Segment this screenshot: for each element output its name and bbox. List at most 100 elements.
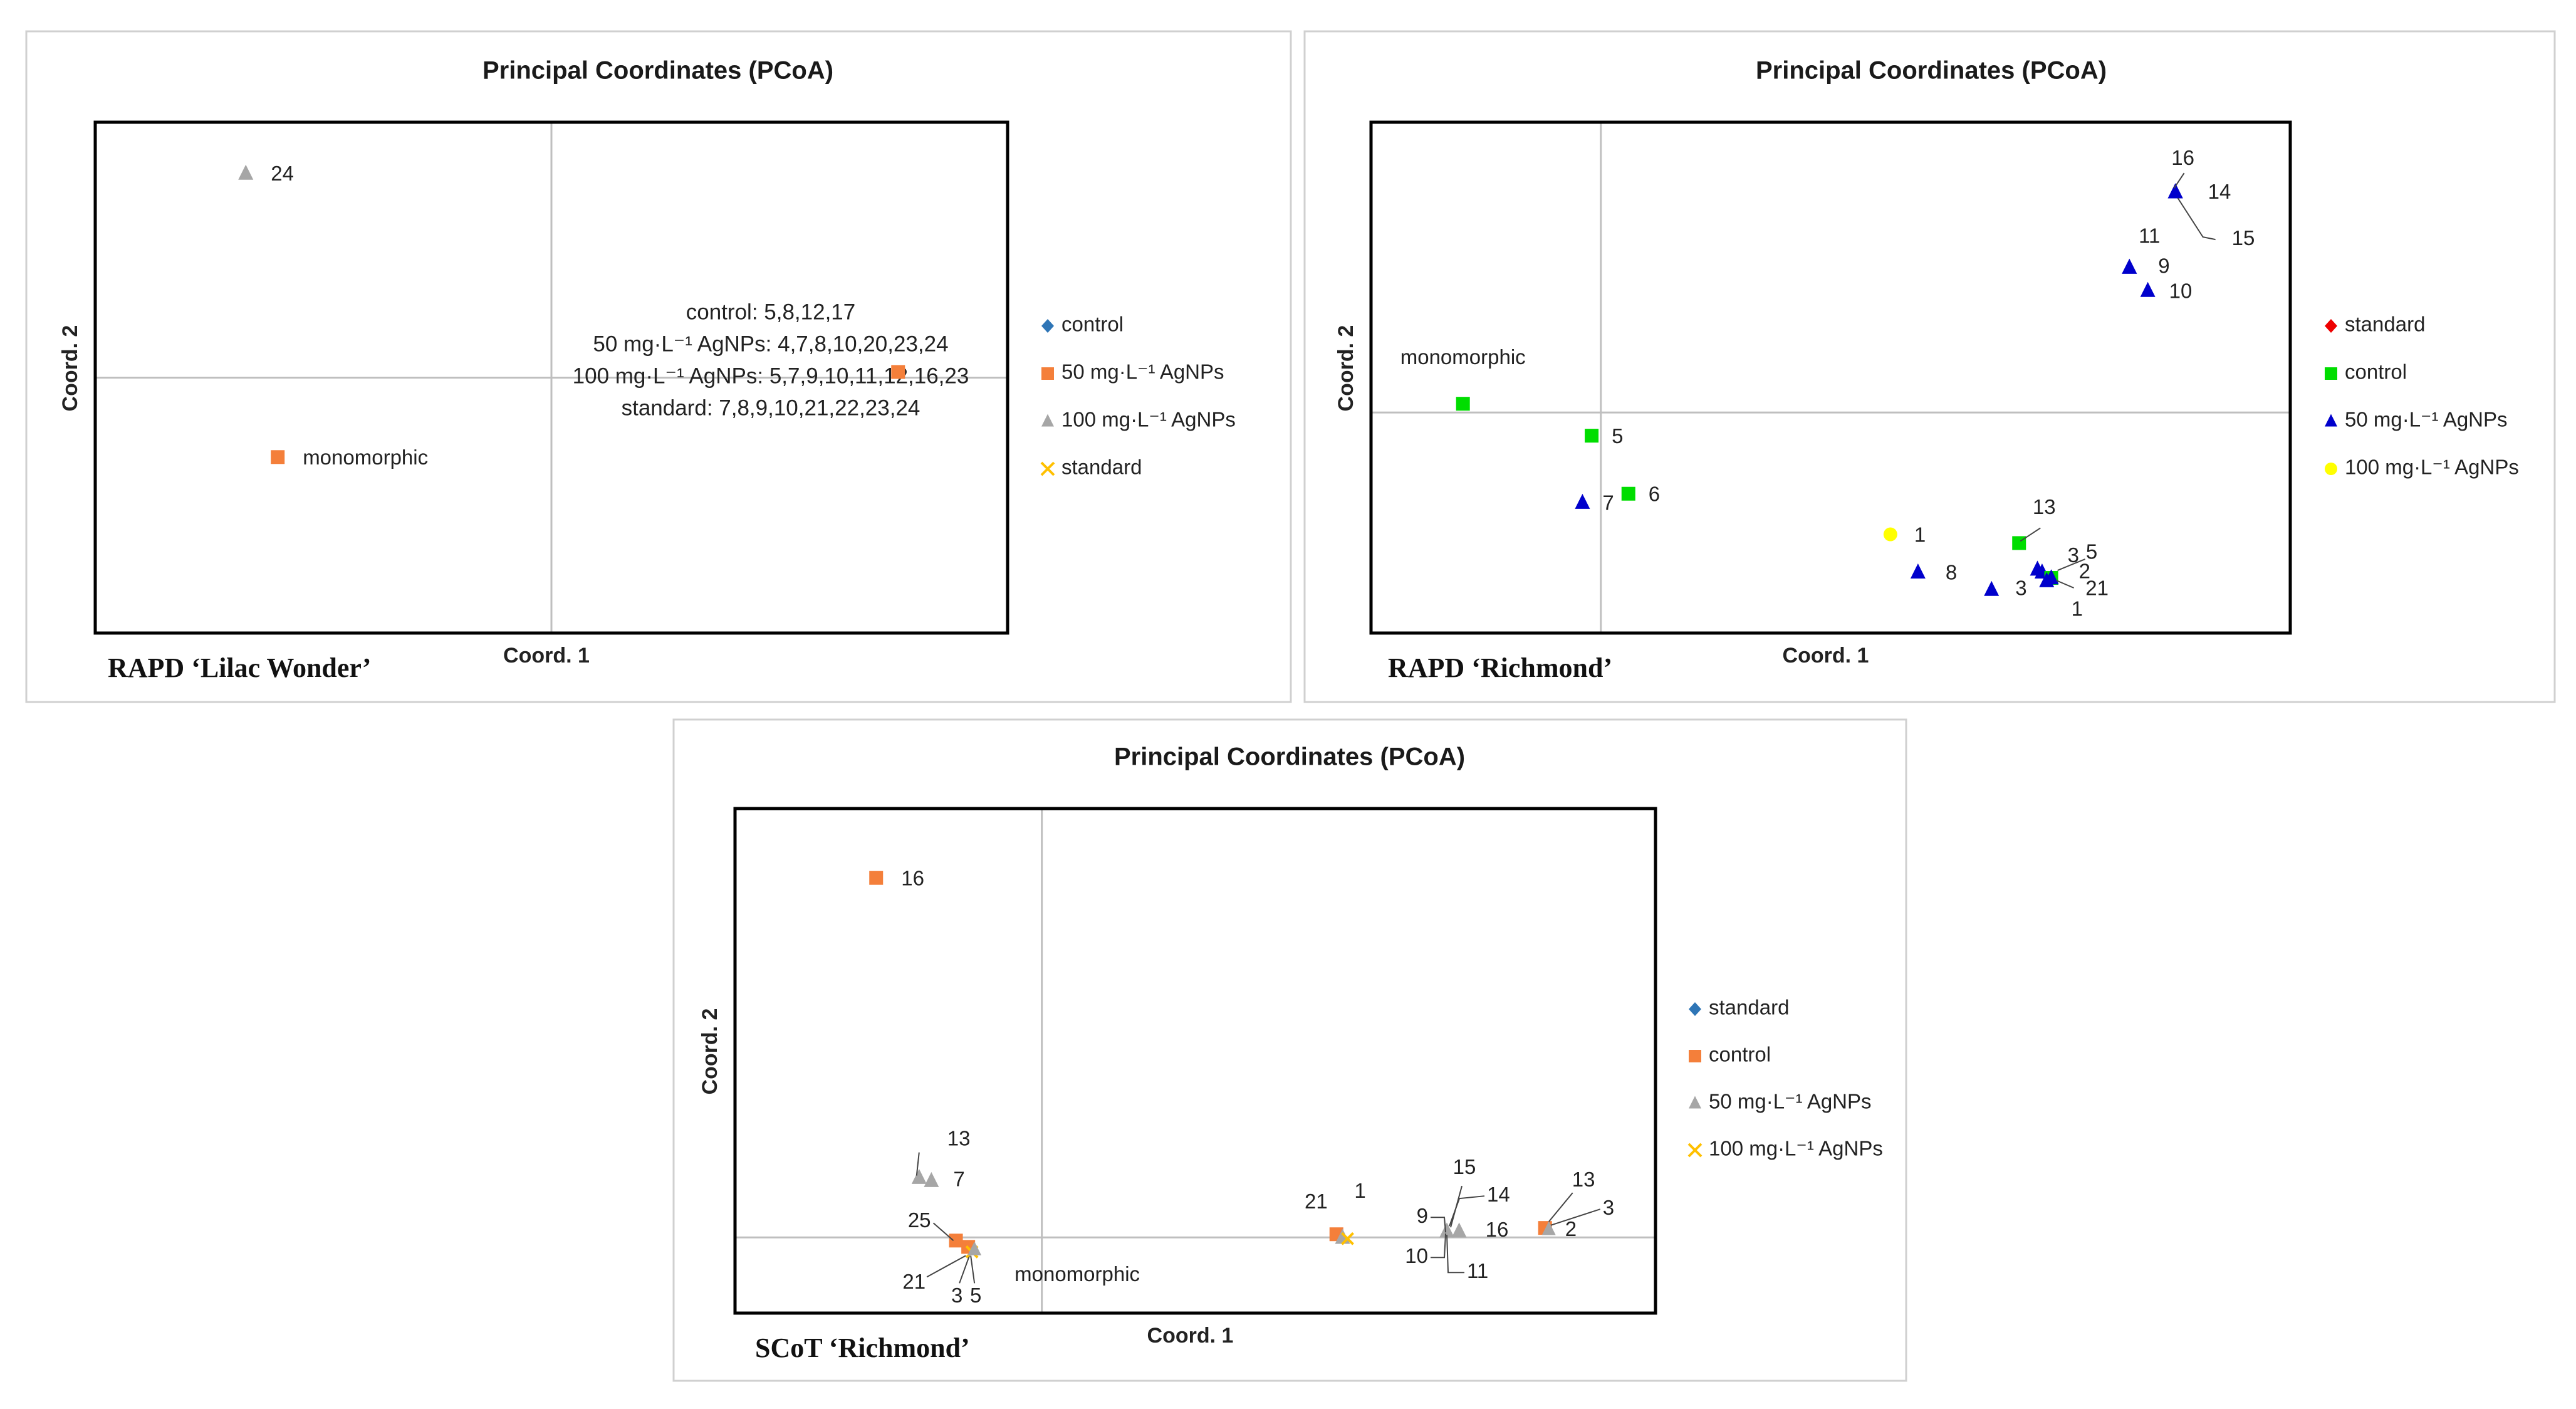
point-label: 6: [1649, 482, 1660, 505]
data-point: [1456, 397, 1470, 411]
legend-marker-square: [2325, 367, 2337, 380]
label-leader-line: [1548, 1192, 1573, 1222]
data-point: [1451, 1222, 1467, 1238]
point-label: 13: [1572, 1168, 1595, 1191]
point-label: 5: [2086, 540, 2097, 563]
plot-frame: [1369, 120, 2292, 635]
panel-border: [672, 718, 1907, 1382]
point-label: 2: [1565, 1217, 1577, 1240]
y-axis-label: Coord. 2: [58, 325, 82, 412]
point-label: 24: [271, 162, 294, 185]
y-axis-label: Coord. 2: [1334, 325, 1358, 412]
point-label: 1: [2072, 597, 2083, 621]
label-leader-line: [1431, 1217, 1447, 1233]
legend-label: standard: [2345, 313, 2425, 336]
data-point: [1585, 429, 1599, 443]
point-label: 3: [951, 1284, 962, 1307]
legend-label: 50 mg·L⁻¹ AgNPs: [2345, 408, 2508, 431]
point-label: 16: [901, 866, 924, 889]
legend-label: 100 mg·L⁻¹ AgNPs: [1061, 408, 1236, 431]
point-label: 14: [2208, 180, 2231, 203]
data-point: [2043, 569, 2059, 585]
point-label: 1: [1354, 1179, 1365, 1202]
legend-label: 100 mg·L⁻¹ AgNPs: [1709, 1137, 1883, 1160]
legend-marker-triangle: [1689, 1096, 1701, 1109]
legend-label: control: [1709, 1043, 1771, 1066]
plot-frame: [93, 120, 1009, 635]
point-label: monomorphic: [303, 446, 428, 469]
data-point: [1341, 1232, 1354, 1245]
point-label: 5: [970, 1284, 981, 1307]
label-leader-line: [959, 1255, 971, 1284]
legend-marker-x: [1040, 461, 1055, 476]
x-axis-label: Coord. 1: [1147, 1324, 1234, 1348]
point-label: 7: [953, 1167, 964, 1190]
label-leader-line: [2173, 172, 2185, 189]
annotation-line: control: 5,8,12,17: [686, 300, 855, 324]
point-label: 3: [1603, 1196, 1614, 1219]
legend-label: 50 mg·L⁻¹ AgNPs: [1061, 360, 1224, 384]
legend-label: 100 mg·L⁻¹ AgNPs: [2345, 456, 2519, 479]
point-label: 15: [2232, 226, 2255, 249]
data-point: [967, 1241, 982, 1255]
label-leader-line: [970, 1255, 976, 1284]
legend-label: standard: [1061, 456, 1142, 479]
legend-marker-triangle: [2325, 414, 2337, 427]
data-point: [271, 450, 285, 464]
point-label: 2: [2079, 560, 2090, 583]
legend-marker-triangle: [1041, 414, 1054, 427]
point-label: 16: [1486, 1218, 1509, 1241]
point-label: 16: [2171, 146, 2194, 169]
point-label: 9: [2158, 254, 2169, 277]
legend-marker-square: [1689, 1050, 1701, 1062]
point-label: 10: [2169, 279, 2193, 302]
data-point: [924, 1171, 939, 1187]
legend-label: standard: [1709, 996, 1789, 1019]
point-label: 9: [1417, 1204, 1428, 1227]
annotation-line: 100 mg·L⁻¹ AgNPs: 5,7,9,10,11,12,16,23: [573, 364, 969, 388]
data-point: [1439, 1222, 1455, 1238]
legend-marker-diamond: [2325, 319, 2337, 333]
data-point: [1883, 527, 1897, 542]
label-leader-line: [2056, 580, 2074, 589]
y-axis-label: Coord. 2: [698, 1008, 722, 1095]
point-label: 1: [1914, 523, 1926, 546]
chart-caption: SCoT ‘Richmond’: [755, 1333, 970, 1363]
annotation-line: 50 mg·L⁻¹ AgNPs: 4,7,8,10,20,23,24: [593, 332, 948, 356]
pcoa-chart-3: Principal Coordinates (PCoA) Coord. 1 Coor…: [672, 718, 1907, 1382]
data-point: [869, 871, 884, 885]
data-point: [911, 1168, 927, 1184]
point-label: 5: [1612, 424, 1623, 448]
point-label: 3: [2015, 576, 2026, 599]
legend-label: control: [1061, 313, 1124, 336]
chart-caption: RAPD ‘Richmond’: [1388, 652, 1612, 683]
data-point: [2122, 258, 2137, 274]
data-point: [1621, 486, 1635, 501]
label-leader-line: [1431, 1234, 1447, 1259]
chart-title: Principal Coordinates (PCoA): [1114, 743, 1465, 771]
point-label: 13: [2033, 495, 2056, 518]
chart-caption: RAPD ‘Lilac Wonder’: [108, 652, 371, 683]
point-label: 13: [947, 1126, 971, 1150]
data-point: [238, 164, 254, 180]
legend-label: control: [2345, 360, 2407, 384]
data-point: [1984, 580, 2000, 596]
label-leader-line: [1550, 1208, 1601, 1227]
point-label: 10: [1405, 1244, 1428, 1267]
label-leader-line: [1450, 1185, 1463, 1228]
data-point: [1541, 1221, 1556, 1235]
point-label: 21: [2085, 576, 2109, 599]
label-leader-line: [915, 1152, 920, 1176]
point-label: 8: [1946, 560, 1957, 584]
label-leader-line: [932, 1222, 954, 1242]
data-point: [891, 365, 905, 379]
plot-frame: [733, 807, 1657, 1315]
legend-marker-x: [1687, 1143, 1703, 1158]
label-leader-line: [2177, 197, 2216, 241]
label-leader-line: [1449, 1195, 1485, 1227]
pcoa-chart-2: Principal Coordinates (PCoA) Coord. 1 Coor…: [1303, 30, 2556, 703]
legend-marker-square: [1041, 367, 1054, 380]
legend-marker-diamond: [1689, 1002, 1701, 1016]
